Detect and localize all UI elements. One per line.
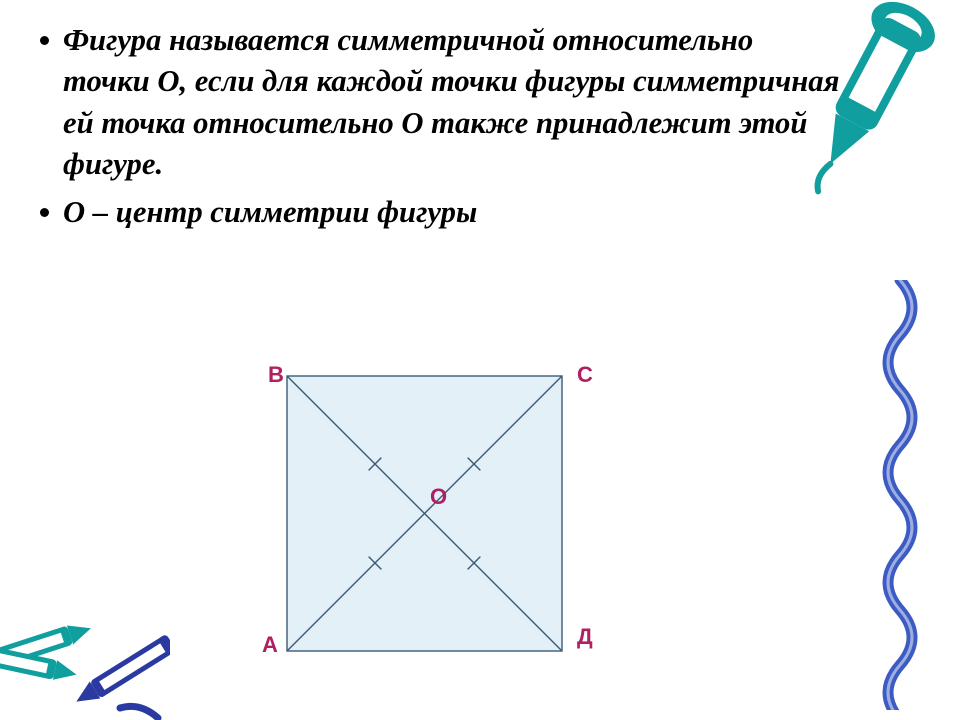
vertex-label-c: С — [577, 362, 593, 388]
bullet-item: О – центр симметрии фигуры — [40, 192, 840, 233]
vertex-label-a: А — [262, 632, 278, 658]
pencils-icon — [0, 580, 170, 720]
slide: Фигура называется симметричной относител… — [0, 0, 960, 720]
bullet-dot-icon — [40, 36, 49, 45]
crayon-icon — [790, 0, 960, 210]
bullet-dot-icon — [40, 208, 49, 217]
squiggle-icon — [850, 280, 940, 710]
bullet-item: Фигура называется симметричной относител… — [40, 20, 840, 186]
center-label-o: О — [430, 484, 447, 510]
vertex-label-d: Д — [577, 624, 593, 650]
symmetry-square-diagram — [285, 374, 564, 653]
bullet-text: Фигура называется симметричной относител… — [63, 20, 840, 186]
bullet-text: О – центр симметрии фигуры — [63, 192, 477, 233]
bullet-list: Фигура называется симметричной относител… — [40, 20, 840, 239]
vertex-label-b: В — [268, 362, 284, 388]
